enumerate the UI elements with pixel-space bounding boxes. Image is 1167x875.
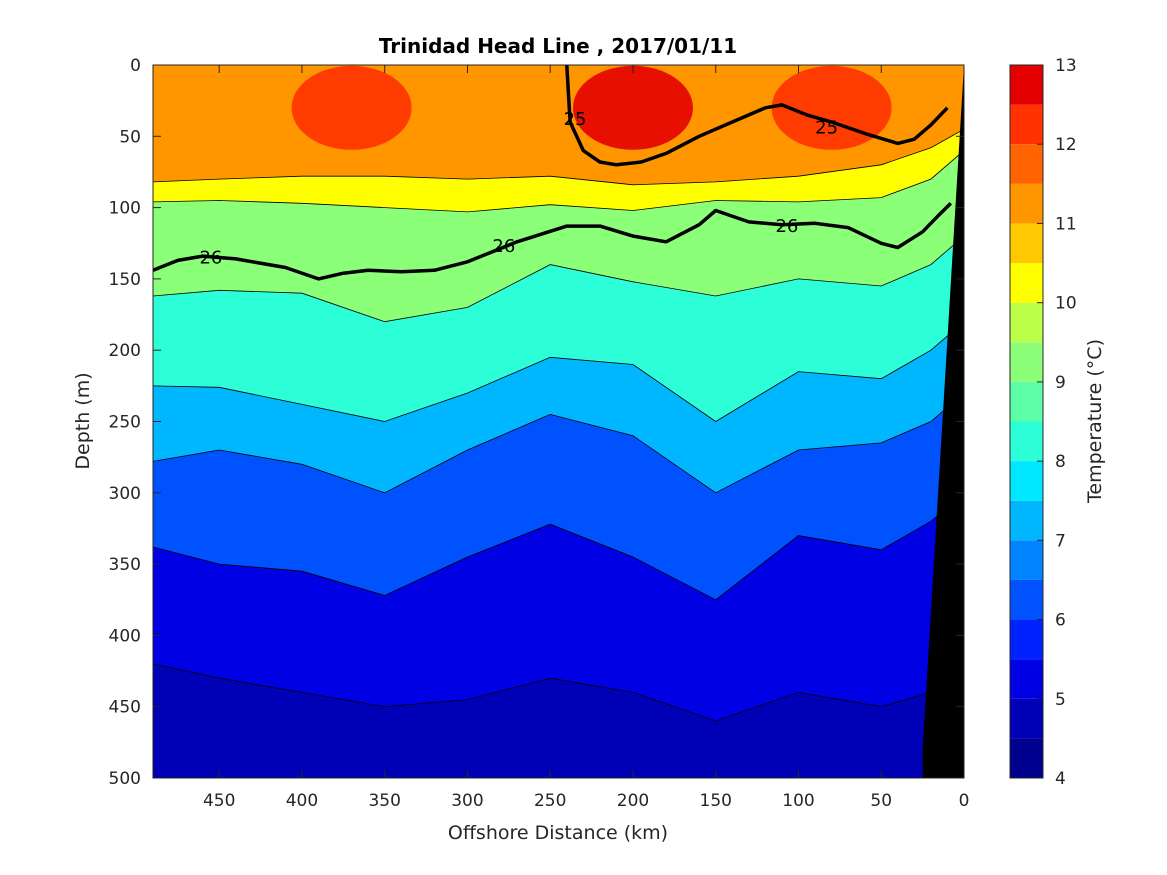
colorbar-tick-label: 5 <box>1055 690 1066 710</box>
isotherm-line <box>153 150 964 213</box>
y-tick-label: 200 <box>109 341 141 361</box>
colorbar-segment <box>1010 104 1043 145</box>
x-axis-ticks: 450 400 350 300 250 200 150 100 50 0 <box>203 65 969 811</box>
contour-label: 25 <box>564 109 587 130</box>
colorbar <box>1010 65 1043 778</box>
y-axis-label: Depth (m) <box>72 372 94 469</box>
colorbar-tick-label: 12 <box>1055 135 1077 155</box>
temperature-bands <box>153 65 964 778</box>
contour-label: 25 <box>815 118 838 139</box>
isotherm-line <box>153 392 964 494</box>
colorbar-tick-label: 8 <box>1055 452 1066 472</box>
colorbar-segment <box>1010 738 1043 778</box>
colorbar-label: Temperature (°C) <box>1084 339 1106 504</box>
x-tick-label: 150 <box>700 791 732 811</box>
colorbar-segment <box>1010 461 1043 501</box>
x-axis-label: Offshore Distance (km) <box>448 822 668 844</box>
y-tick-label: 100 <box>109 199 141 219</box>
x-tick-label: 400 <box>286 791 318 811</box>
contour-label-text: 25 <box>815 118 838 139</box>
y-tick-label: 400 <box>109 626 141 646</box>
y-axis-ticks: 0 50 100 150 200 250 300 350 400 450 500 <box>109 56 964 789</box>
isotherm-line <box>153 235 964 323</box>
x-tick-label: 200 <box>617 791 649 811</box>
y-tick-label: 50 <box>119 127 141 147</box>
x-tick-label: 300 <box>451 791 483 811</box>
warm-core <box>291 65 412 150</box>
isotherm-lines <box>153 128 964 722</box>
x-tick-label: 250 <box>534 791 566 811</box>
isotherm-line <box>153 321 964 422</box>
x-tick-label: 350 <box>368 791 400 811</box>
isotherm-line <box>153 492 964 601</box>
colorbar-segment <box>1010 579 1043 620</box>
colorbar-segment <box>1010 421 1043 462</box>
colorbar-tick-label: 7 <box>1055 531 1066 551</box>
colorbar-segment <box>1010 263 1043 303</box>
colorbar-segment <box>1010 619 1043 660</box>
colorbar-tick-label: 4 <box>1055 769 1066 789</box>
x-tick-label: 450 <box>203 791 235 811</box>
contour-label: 26 <box>199 248 222 269</box>
colorbar-tick-label: 13 <box>1055 56 1077 76</box>
colorbar-tick-label: 10 <box>1055 294 1077 314</box>
y-tick-label: 300 <box>109 484 141 504</box>
warm-core <box>572 65 693 150</box>
density-contours <box>153 65 953 281</box>
colorbar-segment <box>1010 144 1043 184</box>
colorbar-segment <box>1010 540 1043 580</box>
isotherm-line <box>153 128 964 186</box>
colorbar-segment <box>1010 223 1043 264</box>
colorbar-tick-label: 6 <box>1055 611 1066 631</box>
colorbar-segment <box>1010 65 1043 105</box>
density-contour-26 <box>153 202 953 281</box>
colorbar-tick-label: 11 <box>1055 214 1077 234</box>
contour-label: 26 <box>492 236 515 257</box>
colorbar-segment <box>1010 183 1043 224</box>
y-tick-label: 450 <box>109 698 141 718</box>
colorbar-segment <box>1010 500 1043 541</box>
contour-label: 26 <box>775 216 798 237</box>
contour-label-text: 26 <box>199 248 222 269</box>
y-tick-label: 0 <box>130 56 141 76</box>
contour-labels: 25 25 26 26 26 <box>199 109 838 269</box>
colorbar-segment <box>1010 342 1043 382</box>
colorbar-segment <box>1010 698 1043 739</box>
contour-label-text: 26 <box>492 236 515 257</box>
colorbar-ticks: 4 5 6 7 8 9 10 11 12 13 <box>1037 56 1077 789</box>
x-tick-label: 50 <box>870 791 892 811</box>
bathymetry <box>922 65 964 778</box>
colorbar-segment <box>1010 381 1043 422</box>
y-tick-label: 250 <box>109 413 141 433</box>
colorbar-segment <box>1010 659 1043 699</box>
colorbar-tick-label: 9 <box>1055 373 1066 393</box>
colorbar-frame <box>1009 64 1044 779</box>
plot-area <box>153 65 964 778</box>
y-tick-label: 350 <box>109 555 141 575</box>
chart-title: Trinidad Head Line , 2017/01/11 <box>379 34 737 58</box>
contour-label-text: 25 <box>564 109 587 130</box>
density-contour-25 <box>565 65 949 167</box>
warm-core <box>771 65 892 150</box>
contour-label-text: 26 <box>775 216 798 237</box>
colorbar-segment <box>1010 302 1043 343</box>
x-tick-label: 100 <box>782 791 814 811</box>
y-tick-label: 500 <box>109 769 141 789</box>
y-tick-label: 150 <box>109 270 141 290</box>
seafloor <box>922 65 964 778</box>
isotherm-line <box>153 663 964 722</box>
x-tick-label: 0 <box>959 791 970 811</box>
